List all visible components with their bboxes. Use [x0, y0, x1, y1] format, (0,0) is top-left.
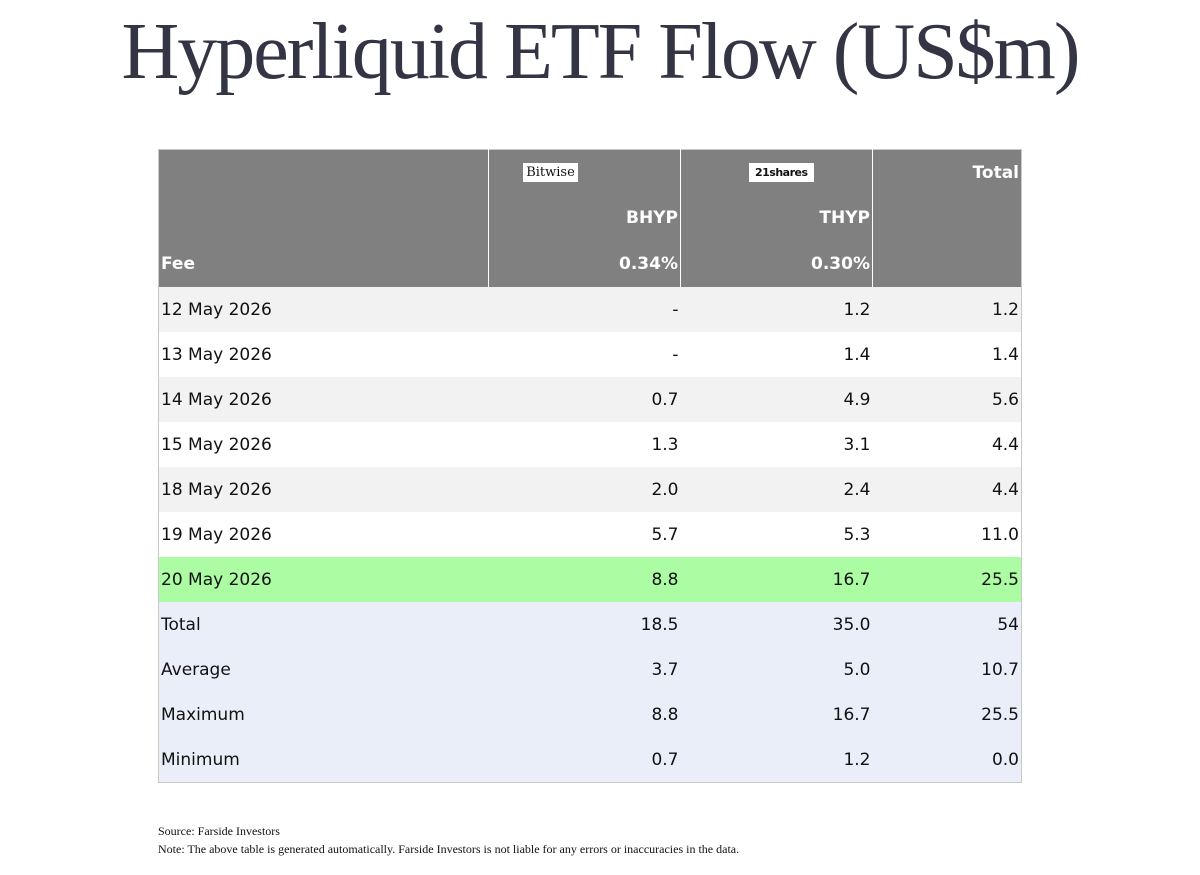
row-thyp: 1.2 [680, 287, 873, 332]
ticker-thyp: THYP [680, 195, 873, 241]
summary-row-total: Total 18.5 35.0 54 [158, 602, 1022, 647]
summary-bhyp: 0.7 [488, 737, 681, 783]
summary-bhyp: 8.8 [488, 692, 681, 737]
total-column-header: Total [872, 149, 1022, 195]
row-bhyp: - [488, 287, 681, 332]
summary-label: Average [158, 647, 489, 692]
summary-thyp: 1.2 [680, 737, 873, 783]
table-row: 18 May 2026 2.0 2.4 4.4 [158, 467, 1022, 512]
header-empty-cell [872, 241, 1022, 287]
row-bhyp: 1.3 [488, 422, 681, 467]
row-thyp: 5.3 [680, 512, 873, 557]
table-row: 19 May 2026 5.7 5.3 11.0 [158, 512, 1022, 557]
summary-total: 0.0 [872, 737, 1022, 783]
row-thyp: 1.4 [680, 332, 873, 377]
table-row: 14 May 2026 0.7 4.9 5.6 [158, 377, 1022, 422]
header-empty-cell [872, 195, 1022, 241]
summary-total: 54 [872, 602, 1022, 647]
row-date: 19 May 2026 [158, 512, 489, 557]
row-date: 18 May 2026 [158, 467, 489, 512]
row-bhyp: - [488, 332, 681, 377]
row-thyp: 16.7 [680, 557, 873, 602]
row-date: 15 May 2026 [158, 422, 489, 467]
row-total: 11.0 [872, 512, 1022, 557]
table-row: 12 May 2026 - 1.2 1.2 [158, 287, 1022, 332]
issuer-header-row: Bitwise 21shares Total [158, 149, 1022, 195]
row-bhyp: 8.8 [488, 557, 681, 602]
row-date: 13 May 2026 [158, 332, 489, 377]
table-row: 13 May 2026 - 1.4 1.4 [158, 332, 1022, 377]
row-bhyp: 5.7 [488, 512, 681, 557]
row-date: 14 May 2026 [158, 377, 489, 422]
source-note: Source: Farside Investors [158, 824, 280, 838]
21shares-logo: 21shares [749, 163, 814, 182]
21shares-logo-cell: 21shares [680, 149, 873, 195]
row-date: 20 May 2026 [158, 557, 489, 602]
footer: Source: Farside Investors Note: The abov… [158, 822, 1158, 858]
summary-total: 25.5 [872, 692, 1022, 737]
row-total: 25.5 [872, 557, 1022, 602]
page-title: Hyperliquid ETF Flow (US$m) [121, 8, 1080, 96]
summary-row-average: Average 3.7 5.0 10.7 [158, 647, 1022, 692]
summary-bhyp: 3.7 [488, 647, 681, 692]
fee-bhyp: 0.34% [488, 241, 681, 287]
bitwise-logo-cell: Bitwise [488, 149, 681, 195]
row-total: 5.6 [872, 377, 1022, 422]
summary-row-maximum: Maximum 8.8 16.7 25.5 [158, 692, 1022, 737]
fee-header-row: Fee 0.34% 0.30% [158, 241, 1022, 287]
summary-label: Maximum [158, 692, 489, 737]
row-thyp: 2.4 [680, 467, 873, 512]
summary-thyp: 35.0 [680, 602, 873, 647]
ticker-header-row: BHYP THYP [158, 195, 1022, 241]
summary-label: Minimum [158, 737, 489, 783]
summary-label: Total [158, 602, 489, 647]
summary-total: 10.7 [872, 647, 1022, 692]
row-bhyp: 2.0 [488, 467, 681, 512]
row-total: 4.4 [872, 422, 1022, 467]
row-date: 12 May 2026 [158, 287, 489, 332]
row-thyp: 3.1 [680, 422, 873, 467]
row-total: 4.4 [872, 467, 1022, 512]
bitwise-logo: Bitwise [523, 163, 578, 182]
table-row: 15 May 2026 1.3 3.1 4.4 [158, 422, 1022, 467]
row-thyp: 4.9 [680, 377, 873, 422]
disclaimer-note: Note: The above table is generated autom… [158, 842, 740, 856]
header-empty-cell [158, 149, 489, 195]
etf-flow-table: Bitwise 21shares Total BHYP THYP Fee 0.3… [158, 149, 1022, 783]
summary-bhyp: 18.5 [488, 602, 681, 647]
ticker-bhyp: BHYP [488, 195, 681, 241]
row-bhyp: 0.7 [488, 377, 681, 422]
summary-thyp: 5.0 [680, 647, 873, 692]
summary-row-minimum: Minimum 0.7 1.2 0.0 [158, 737, 1022, 783]
summary-thyp: 16.7 [680, 692, 873, 737]
row-total: 1.2 [872, 287, 1022, 332]
table-row-highlighted: 20 May 2026 8.8 16.7 25.5 [158, 557, 1022, 602]
fee-thyp: 0.30% [680, 241, 873, 287]
row-total: 1.4 [872, 332, 1022, 377]
fee-label: Fee [158, 241, 489, 287]
header-empty-cell [158, 195, 489, 241]
